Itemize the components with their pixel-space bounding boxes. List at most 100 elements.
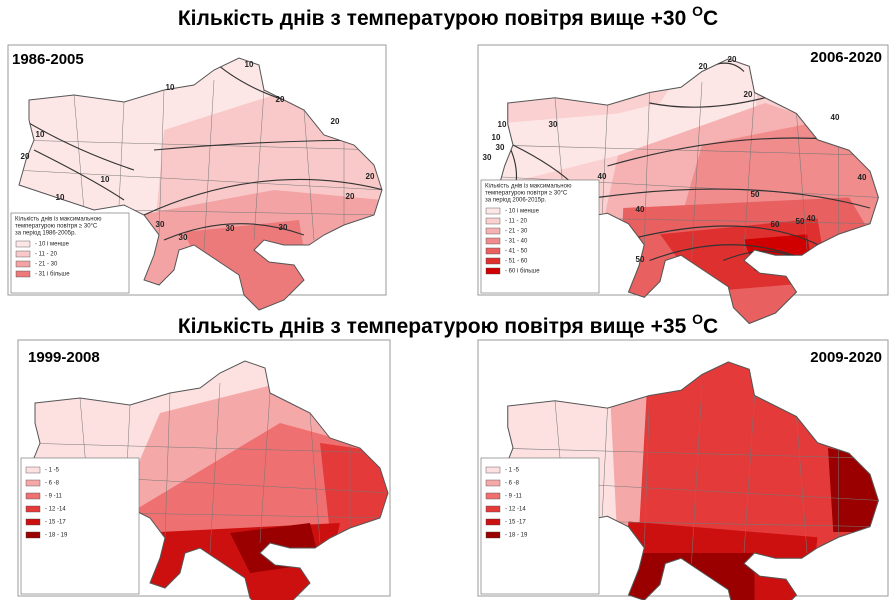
oblast-borders bbox=[19, 79, 382, 251]
border bbox=[601, 408, 608, 517]
legend-swatch bbox=[15, 270, 31, 278]
isoline-label: 40 bbox=[858, 173, 867, 182]
isoline-label: 50 bbox=[636, 255, 645, 264]
isoline bbox=[649, 244, 808, 262]
isoline-label: 20 bbox=[21, 152, 30, 161]
legend-swatch bbox=[485, 479, 501, 487]
isoline bbox=[193, 58, 285, 101]
legend-label: - 41 - 50 bbox=[505, 249, 528, 255]
legend-label: - 11 - 20 bbox=[35, 252, 58, 258]
isoline bbox=[596, 188, 871, 209]
legend-label: - 6 -8 bbox=[505, 481, 520, 487]
border bbox=[796, 113, 808, 251]
legend-box bbox=[10, 212, 130, 294]
isoline-label: 30 bbox=[179, 233, 188, 242]
border bbox=[309, 412, 321, 544]
legend-label: - 9 -11 bbox=[45, 494, 63, 500]
legend-swatch bbox=[485, 505, 501, 513]
legend-swatch bbox=[485, 247, 501, 255]
legend-swatch bbox=[485, 466, 501, 474]
isoline-label: 40 bbox=[807, 214, 816, 223]
legend-box bbox=[480, 457, 600, 595]
legend-label: - 1 -5 bbox=[505, 468, 520, 474]
isoline-label: 40 bbox=[598, 172, 607, 181]
legend-swatch bbox=[485, 531, 501, 539]
legend-label: - 10 і менше bbox=[505, 209, 540, 215]
legend-swatch bbox=[25, 466, 41, 474]
isoline-label: 50 bbox=[796, 217, 805, 226]
section-title: Кількість днів з температурою повітря ви… bbox=[178, 3, 718, 30]
legend-swatch bbox=[15, 240, 31, 248]
isoline bbox=[649, 97, 766, 108]
isoline-label: 20 bbox=[276, 95, 285, 104]
legend-label: - 15 -17 bbox=[505, 520, 526, 526]
legend-swatch bbox=[485, 518, 501, 526]
legend-swatch bbox=[15, 260, 31, 268]
border bbox=[596, 218, 879, 225]
isoline-label: 50 bbox=[751, 190, 760, 199]
section-title: Кількість днів з температурою повітря ви… bbox=[178, 311, 718, 338]
isoline bbox=[163, 223, 305, 241]
legend-label: - 15 -17 bbox=[45, 520, 66, 526]
legend-title: Кількість днів із максимальною bbox=[15, 217, 102, 223]
legend-label: - 31 і більше bbox=[35, 272, 70, 278]
legend-label: - 6 -8 bbox=[45, 481, 60, 487]
zone bbox=[320, 443, 388, 533]
isoline-label: 10 bbox=[498, 120, 507, 129]
border bbox=[19, 139, 382, 151]
period-label: 1986-2005 bbox=[12, 51, 84, 68]
legend-swatch bbox=[25, 505, 41, 513]
legend-label: - 11 - 20 bbox=[505, 219, 528, 225]
isoline-label: 20 bbox=[728, 55, 737, 64]
border bbox=[691, 81, 703, 261]
map bbox=[24, 360, 389, 600]
border bbox=[596, 521, 879, 528]
border bbox=[601, 105, 608, 214]
legend-label: - 1 -5 bbox=[45, 468, 60, 474]
border bbox=[73, 94, 85, 211]
period-label: 1999-2008 bbox=[28, 349, 100, 366]
title-text: Кількість днів з температурою повітря ви… bbox=[178, 7, 692, 30]
isoline-label: 40 bbox=[636, 205, 645, 214]
isoline bbox=[33, 149, 125, 201]
legend-title: Кількість днів із максимальною bbox=[485, 184, 572, 190]
legend-swatch bbox=[15, 250, 31, 258]
isoline-label: 20 bbox=[331, 117, 340, 126]
isoline-label: 20 bbox=[744, 90, 753, 99]
legend-swatch bbox=[485, 207, 501, 215]
legend-label: - 12 -14 bbox=[45, 507, 66, 513]
legend-box bbox=[20, 457, 140, 595]
isoline-label: 10 bbox=[245, 60, 254, 69]
legend-swatch bbox=[485, 217, 501, 225]
legend-title: за період 2006-2015р. bbox=[485, 198, 546, 204]
isoline-label: 30 bbox=[483, 153, 492, 162]
zones bbox=[25, 383, 388, 600]
legend-swatch bbox=[25, 492, 41, 500]
border bbox=[691, 384, 703, 564]
border bbox=[497, 144, 879, 156]
border bbox=[743, 395, 755, 554]
legend-title: температурою повітря ≥ 30°С bbox=[485, 191, 568, 197]
legend-swatch bbox=[25, 479, 41, 487]
border bbox=[119, 512, 388, 519]
legend-label: - 31 - 40 bbox=[505, 239, 528, 245]
legend-label: - 18 - 19 bbox=[45, 533, 68, 539]
legend-swatch bbox=[485, 237, 501, 245]
legend-swatch bbox=[485, 227, 501, 235]
border bbox=[118, 101, 125, 206]
legend-swatch bbox=[25, 518, 41, 526]
isoline-label: 30 bbox=[549, 120, 558, 129]
border bbox=[253, 89, 265, 241]
isoline-label: 60 bbox=[771, 220, 780, 229]
zone bbox=[497, 58, 765, 187]
isoline-label: 10 bbox=[492, 133, 501, 142]
period-label: 2009-2020 bbox=[810, 349, 882, 366]
border bbox=[796, 416, 808, 554]
title-text: Кількість днів з температурою повітря ви… bbox=[178, 315, 692, 338]
border bbox=[113, 209, 382, 216]
legend-label: - 12 -14 bbox=[505, 507, 526, 513]
legend-label: - 18 - 19 bbox=[505, 533, 528, 539]
isoline-label: 20 bbox=[366, 172, 375, 181]
period-label: 2006-2020 bbox=[810, 49, 882, 66]
border bbox=[19, 169, 382, 191]
